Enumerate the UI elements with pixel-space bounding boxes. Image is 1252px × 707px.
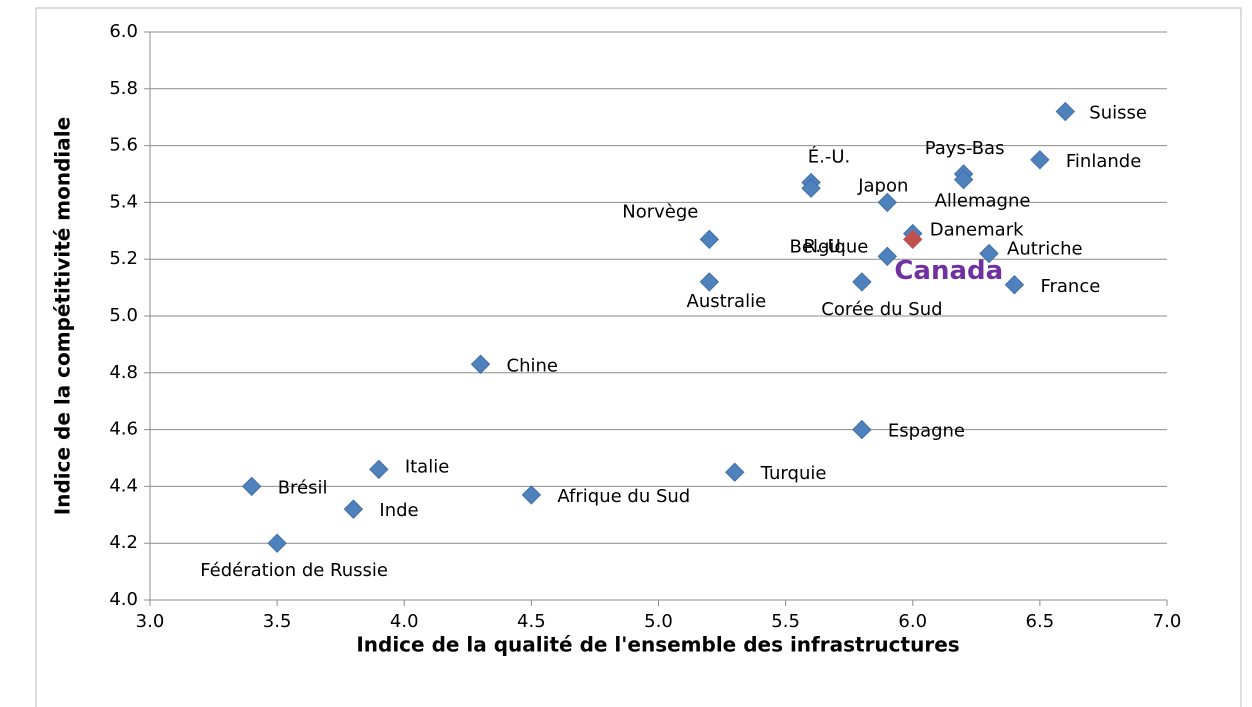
x-tick-label: 5.0 <box>644 611 673 632</box>
point <box>725 462 745 482</box>
point <box>903 229 923 250</box>
point-label: Chine <box>507 355 558 376</box>
point-label: Danemark <box>930 220 1024 241</box>
y-axis-title: Indice de la compétitivité mondiale <box>51 117 75 515</box>
y-tick-label: 5.0 <box>109 305 138 326</box>
point-label: Brésil <box>278 477 328 498</box>
point <box>241 476 262 497</box>
point-label: Afrique du Sud <box>557 486 690 507</box>
y-tick-label: 5.2 <box>109 248 138 269</box>
point-label: Corée du Sud <box>821 299 942 320</box>
point <box>1055 101 1076 122</box>
point <box>369 459 389 480</box>
x-tick-label: 4.5 <box>517 611 546 632</box>
x-tick-label: 6.5 <box>1026 611 1055 632</box>
point <box>521 485 542 505</box>
point <box>852 272 872 292</box>
y-tick-label: 4.8 <box>109 362 138 383</box>
chart-frame <box>35 7 1242 707</box>
point <box>699 272 720 292</box>
point <box>801 178 821 198</box>
point <box>979 243 999 264</box>
point <box>1004 275 1025 295</box>
y-tick-label: 4.6 <box>109 419 138 440</box>
x-tick-label: 3.0 <box>136 611 165 632</box>
point-label: Fédération de Russie <box>200 560 388 581</box>
point <box>267 533 287 553</box>
point-label: Pays-Bas <box>925 138 1005 159</box>
point <box>852 419 872 440</box>
point <box>1030 150 1050 170</box>
x-tick-label: 3.5 <box>263 611 292 632</box>
y-tick-label: 5.6 <box>109 135 138 156</box>
point-label: Norvège <box>622 201 698 222</box>
point-label: Allemagne <box>935 191 1031 212</box>
point-label: Autriche <box>1007 239 1083 260</box>
point-label: Australie <box>687 291 767 312</box>
y-tick-label: 6.0 <box>109 21 138 42</box>
point-label: Inde <box>379 500 418 521</box>
point-label: Finlande <box>1066 151 1141 172</box>
x-axis-title: Indice de la qualité de l'ensemble des i… <box>356 633 959 657</box>
y-tick-label: 5.4 <box>109 191 138 212</box>
point <box>877 192 898 213</box>
point <box>343 499 364 519</box>
y-tick-label: 5.8 <box>109 78 138 99</box>
x-tick-label: 6.0 <box>898 611 927 632</box>
point-label: É.-U. <box>808 146 851 168</box>
y-tick-label: 4.0 <box>109 589 138 610</box>
x-tick-label: 4.0 <box>390 611 419 632</box>
point-label: Turquie <box>760 463 827 484</box>
point <box>699 229 720 250</box>
point-label: France <box>1040 276 1100 297</box>
point-label: Espagne <box>888 421 965 442</box>
y-tick-label: 4.2 <box>109 532 138 553</box>
y-tick-label: 4.4 <box>109 475 138 496</box>
point-label: Canada <box>894 256 1003 286</box>
point-label: Italie <box>405 456 449 477</box>
point-label: Belgique <box>790 236 869 257</box>
x-tick-label: 7.0 <box>1153 611 1182 632</box>
point-label: Suisse <box>1089 103 1147 124</box>
point <box>470 354 491 374</box>
point <box>953 169 974 190</box>
point-label: R.-U. <box>804 236 847 257</box>
point-label: Japon <box>857 175 908 196</box>
x-tick-label: 5.5 <box>771 611 800 632</box>
point <box>877 246 898 267</box>
